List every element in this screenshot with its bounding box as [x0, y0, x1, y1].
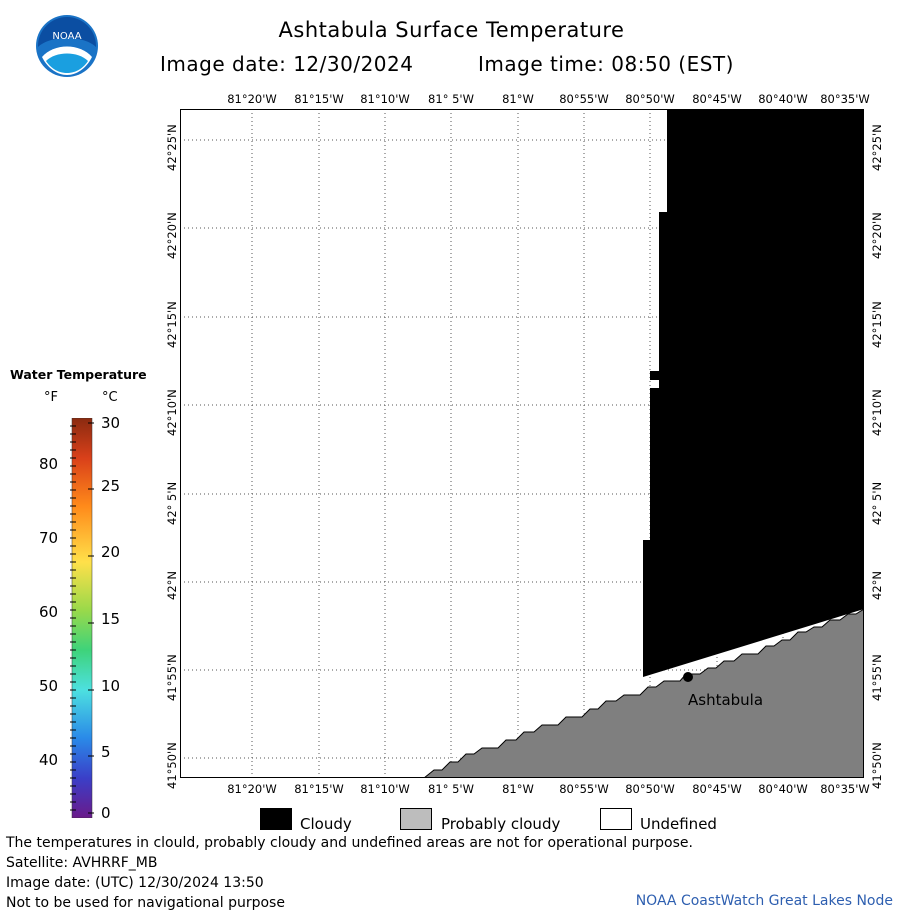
- lat-label-left: 42°15'N: [165, 301, 179, 348]
- image-date-label: Image date: 12/30/2024: [160, 52, 414, 76]
- key-swatch-probably-cloudy: [400, 808, 432, 830]
- lon-label-top: 80°55'W: [559, 92, 609, 106]
- page-title: Ashtabula Surface Temperature: [278, 18, 625, 42]
- place-label: Ashtabula: [688, 691, 764, 709]
- legend-c-tick: 25: [101, 477, 121, 495]
- land-area: [422, 608, 865, 779]
- lat-label-right: 42°25'N: [870, 124, 884, 171]
- legend-c-tick: 30: [101, 414, 121, 432]
- lon-label-bottom: 80°50'W: [625, 782, 675, 796]
- legend-f-tick: 50: [39, 677, 59, 695]
- color-scale-bar: [70, 417, 94, 819]
- utc-date-text: Image date: (UTC) 12/30/2024 13:50: [6, 875, 264, 891]
- lat-label-left: 42°20'N: [165, 212, 179, 259]
- lat-label-left: 41°50'N: [165, 742, 179, 789]
- key-label-undefined: Undefined: [640, 815, 717, 833]
- key-swatch-cloudy: [260, 808, 292, 830]
- lon-label-bottom: 81°15'W: [294, 782, 344, 796]
- legend-f-tick: 60: [39, 603, 59, 621]
- lon-label-bottom: 81°20'W: [227, 782, 277, 796]
- legend-c-tick: 20: [101, 543, 121, 561]
- legend-unit-f: °F: [44, 390, 58, 405]
- lon-label-bottom: 80°40'W: [758, 782, 808, 796]
- coastline: [423, 677, 665, 776]
- credit-text: NOAA CoastWatch Great Lakes Node: [635, 893, 893, 909]
- lat-label-left: 41°55'N: [165, 654, 179, 701]
- lat-label-left: 42°N: [165, 571, 179, 600]
- lon-label-top: 81°10'W: [360, 92, 410, 106]
- lon-label-top: 81°15'W: [294, 92, 344, 106]
- lon-label-bottom: 81° 5'W: [428, 782, 474, 796]
- lon-label-top: 81°20'W: [227, 92, 277, 106]
- legend-c-tick: 0: [101, 804, 111, 822]
- lon-label-top: 80°45'W: [692, 92, 742, 106]
- satellite-text: Satellite: AVHRRF_MB: [6, 855, 158, 871]
- ashtabula-marker: [683, 672, 693, 682]
- legend-title: Water Temperature: [10, 367, 147, 382]
- image-time-label: Image time: 08:50 (EST): [478, 52, 734, 76]
- lat-label-right: 42°N: [870, 571, 884, 600]
- legend-c-tick: 10: [101, 677, 121, 695]
- warning-text: The temperatures in clould, probably clo…: [6, 835, 693, 851]
- key-swatch-undefined: [600, 808, 632, 830]
- lon-label-bottom: 81°10'W: [360, 782, 410, 796]
- lon-label-top: 80°35'W: [820, 92, 870, 106]
- key-label-cloudy: Cloudy: [300, 815, 352, 833]
- navigation-warning: Not to be used for navigational purpose: [6, 895, 285, 911]
- lat-label-left: 42°10'N: [165, 389, 179, 436]
- legend-f-tick: 80: [39, 455, 59, 473]
- lat-label-right: 41°50'N: [870, 742, 884, 789]
- legend-f-tick: 70: [39, 529, 59, 547]
- legend-unit-c: °C: [102, 390, 118, 405]
- map: [180, 109, 865, 779]
- legend-c-tick: 5: [101, 743, 111, 761]
- legend-f-tick: 40: [39, 751, 59, 769]
- lon-label-top: 80°40'W: [758, 92, 808, 106]
- map-border: [180, 109, 864, 778]
- lon-label-bottom: 81°W: [502, 782, 534, 796]
- lon-label-top: 81°W: [502, 92, 534, 106]
- lat-label-right: 42°15'N: [870, 301, 884, 348]
- lat-label-right: 42°20'N: [870, 212, 884, 259]
- lon-label-bottom: 80°35'W: [820, 782, 870, 796]
- lat-label-left: 42° 5'N: [165, 481, 179, 525]
- lat-label-right: 42° 5'N: [870, 481, 884, 525]
- cloudy-area: [643, 109, 864, 677]
- key-label-probably-cloudy: Probably cloudy: [441, 815, 561, 833]
- lat-label-right: 42°10'N: [870, 389, 884, 436]
- lat-label-right: 41°55'N: [870, 654, 884, 701]
- legend-c-tick: 15: [101, 610, 121, 628]
- lon-label-bottom: 80°55'W: [559, 782, 609, 796]
- logo-text: NOAA: [52, 31, 81, 42]
- lon-label-top: 80°50'W: [625, 92, 675, 106]
- map-canvas: [180, 109, 865, 779]
- lon-label-top: 81° 5'W: [428, 92, 474, 106]
- lat-label-left: 42°25'N: [165, 124, 179, 171]
- noaa-logo: NOAA: [34, 13, 100, 79]
- lon-label-bottom: 80°45'W: [692, 782, 742, 796]
